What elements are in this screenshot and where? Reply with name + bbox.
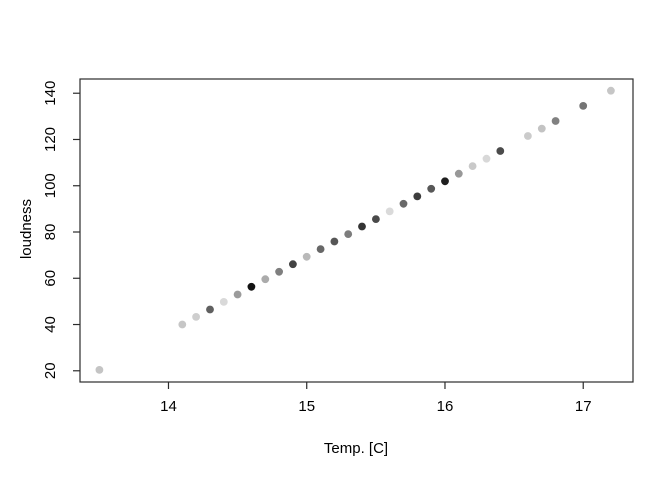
data-point [399,199,408,208]
x-axis-tick-label: 17 [575,398,592,415]
data-point [441,177,449,186]
data-point [289,260,297,269]
data-point [607,86,615,95]
data-point [496,147,505,155]
data-point [192,313,201,321]
data-point [413,192,422,201]
data-point [206,305,214,314]
data-point [261,275,270,284]
data-point [551,117,560,125]
y-axis-title: loudness [18,198,35,260]
data-point [219,298,228,306]
data-point [468,162,477,171]
y-axis-tick-label: 120 [42,127,59,152]
data-point [344,230,353,239]
data-point [524,132,532,140]
data-point [482,154,491,163]
x-axis-tick-label: 14 [160,398,177,415]
data-point [178,320,187,329]
data-point [233,290,242,299]
plot-frame [79,78,634,383]
x-axis-title: Temp. [C] [323,440,389,457]
data-point [330,237,339,246]
data-point [95,366,104,374]
y-axis-tick-label: 60 [42,270,59,287]
y-axis-tick-label: 40 [42,316,59,333]
y-axis-tick-label: 80 [42,224,59,241]
y-axis-tick-label: 140 [42,81,59,106]
data-point [247,282,256,291]
x-axis-tick-label: 15 [298,398,315,415]
data-point [454,169,463,178]
data-point [537,124,546,133]
data-point [358,222,366,231]
data-point [275,267,283,276]
y-axis-tick-label: 100 [42,173,59,198]
y-axis-tick-label: 20 [42,362,59,379]
data-point [579,102,588,110]
x-axis-tick-label: 16 [437,398,454,415]
data-point [385,207,394,216]
data-point [372,215,380,224]
data-point [316,245,325,254]
data-point [302,252,311,261]
data-point [427,184,436,193]
